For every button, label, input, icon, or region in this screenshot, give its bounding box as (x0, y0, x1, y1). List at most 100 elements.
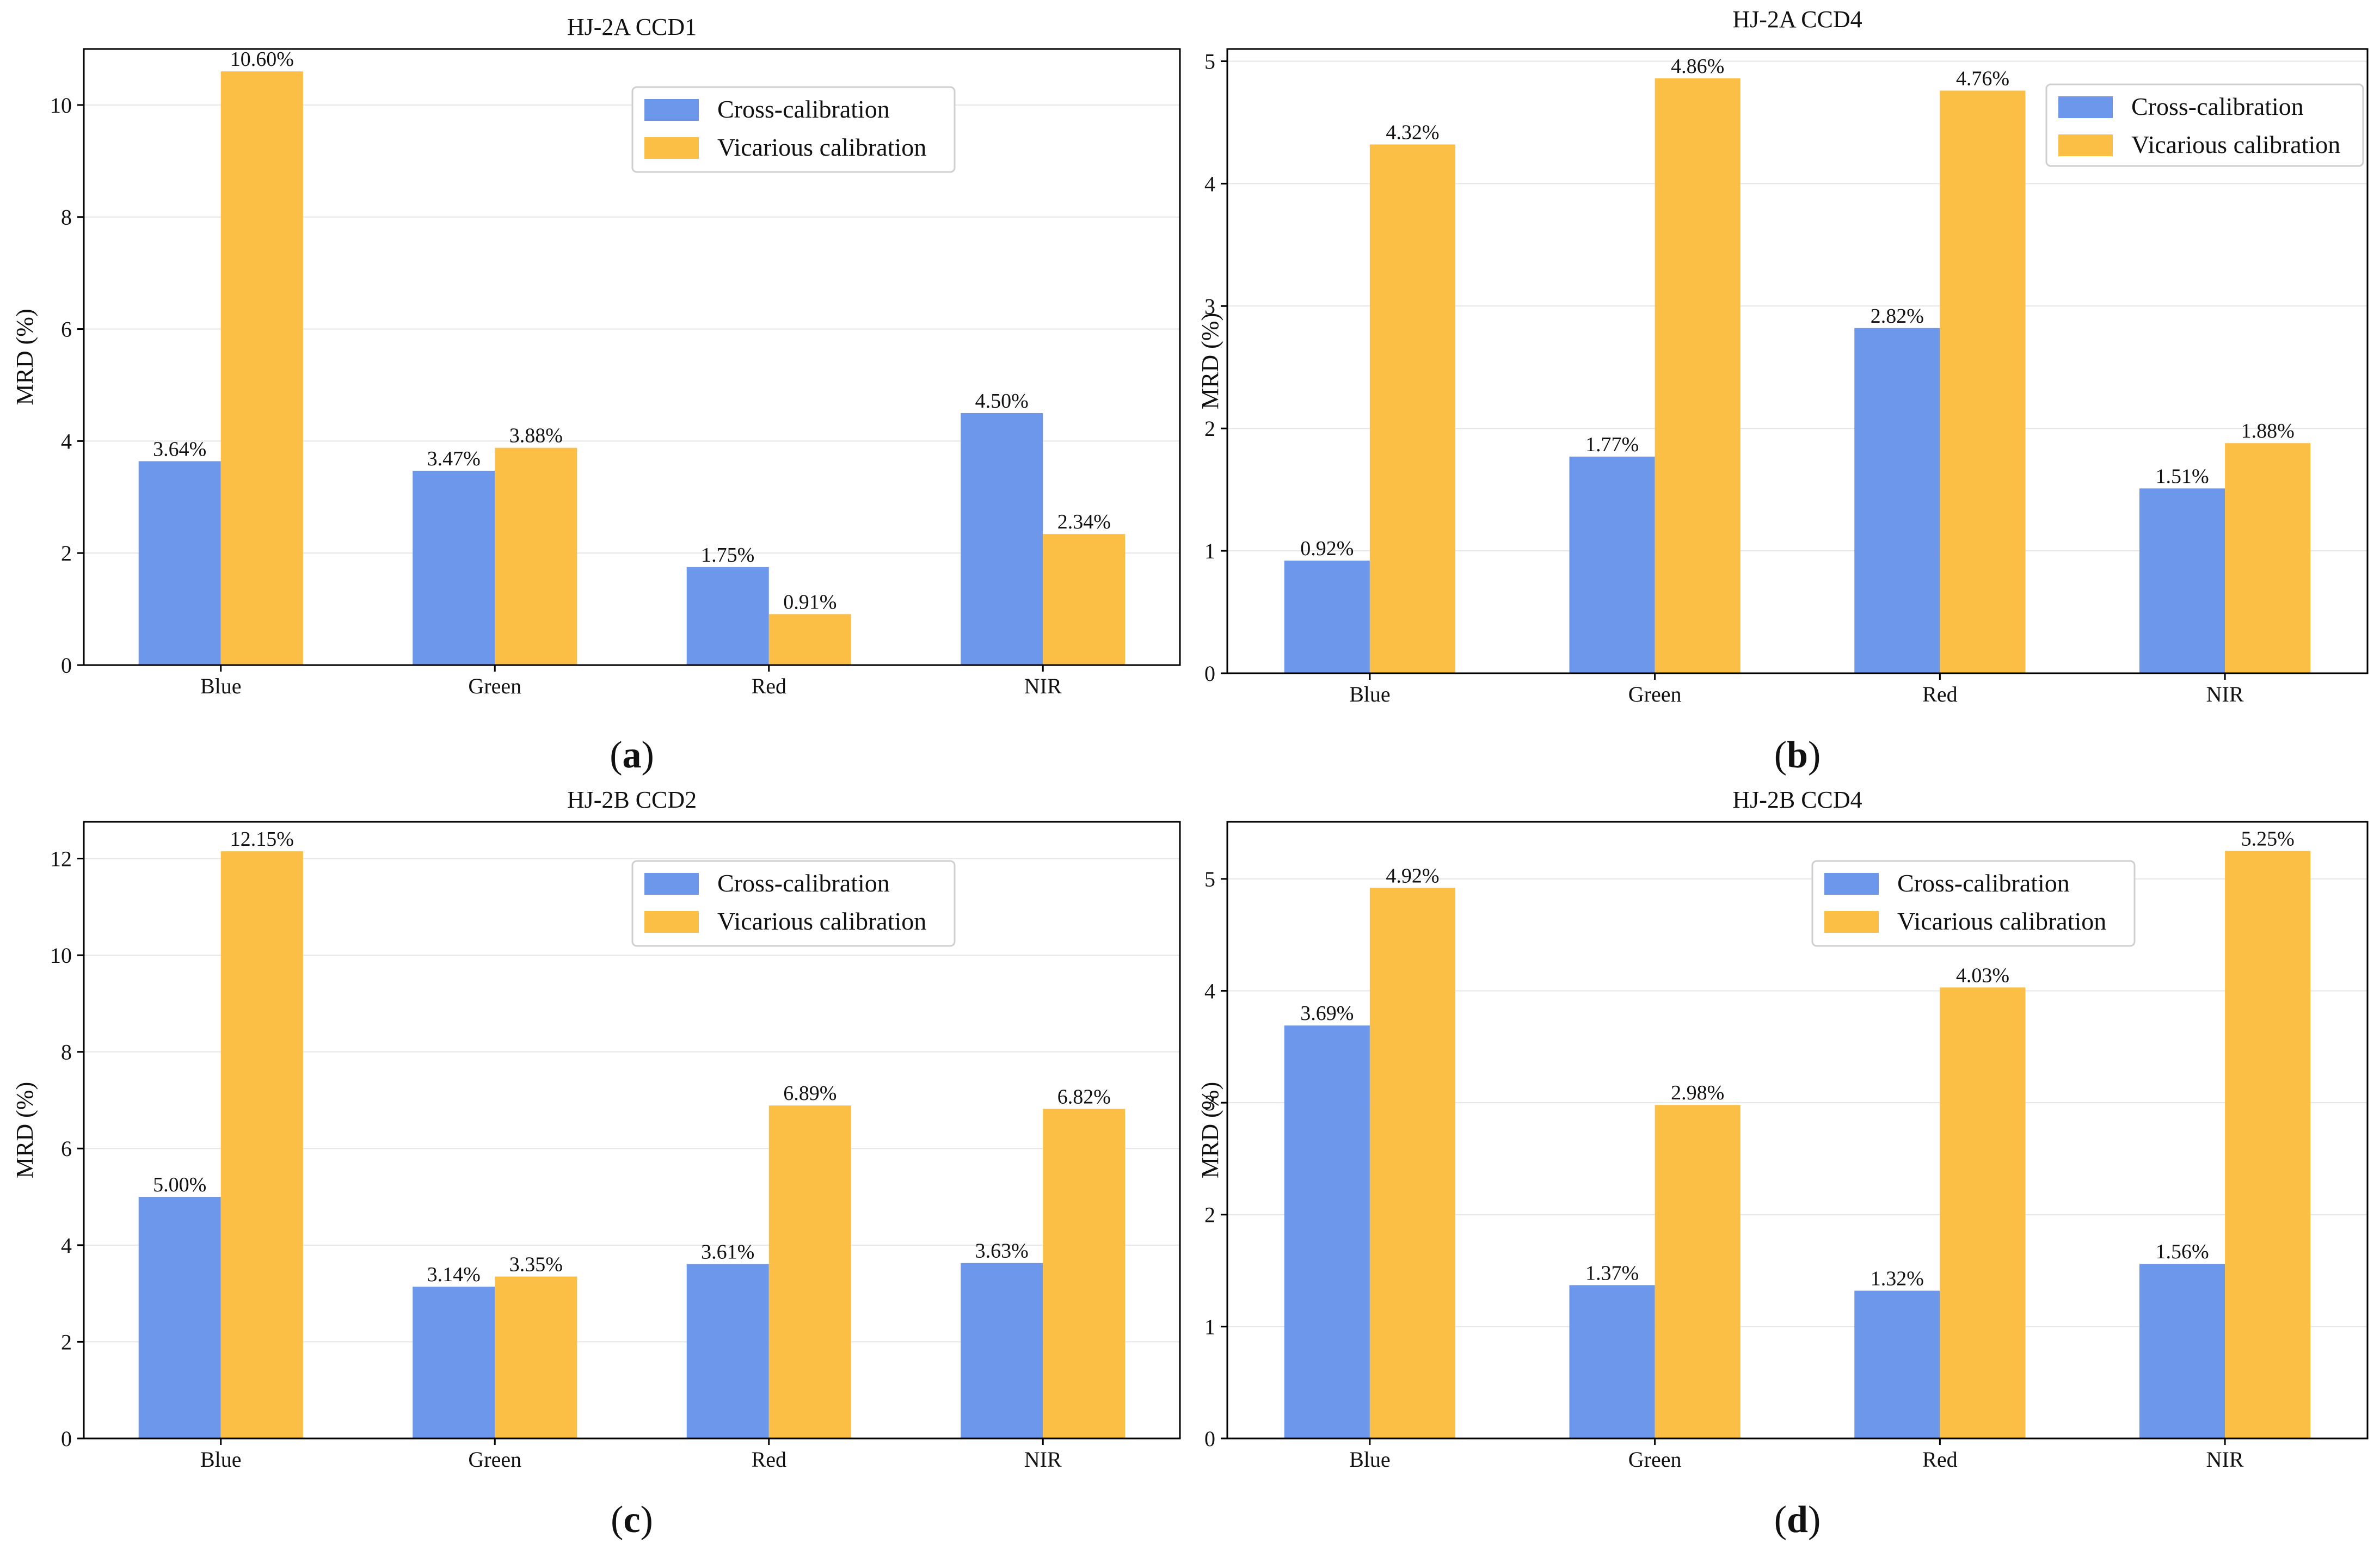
legend: Cross-calibration Vicarious calibration (631, 860, 956, 947)
x-tick-label: NIR (2206, 1447, 2244, 1472)
legend-label-vicarious: Vicarious calibration (717, 133, 926, 161)
legend-label-cross: Cross-calibration (2131, 93, 2304, 120)
bar-cross-red (686, 567, 769, 665)
data-label: 1.77% (1585, 433, 1639, 456)
data-label: 4.32% (1386, 121, 1439, 144)
bar-cross-blue (138, 1197, 221, 1438)
bar-vicarious-blue (1369, 888, 1455, 1438)
y-tick-label: 2 (1204, 1203, 1215, 1227)
chart-panel-b: 0 1 2 3 4 5 0.92% 4.32% Blue 1.77% 4.86% Green 2.82%… (1197, 6, 2369, 776)
data-label: 1.75% (701, 544, 754, 567)
legend-swatch-vicarious (644, 911, 699, 933)
y-tick-label: 2 (61, 1330, 72, 1354)
data-label: 3.64% (153, 438, 206, 460)
y-axis-label: MRD (%) (1197, 313, 1223, 409)
legend-swatch-vicarious (2058, 134, 2113, 156)
bar-cross-nir (961, 413, 1043, 665)
chart-panel-d: 0 1 2 3 4 5 3.69% 4.92% Blue 1.37% 2.98% Green 1.32%… (1197, 786, 2369, 1541)
x-tick-label: Blue (200, 674, 242, 698)
data-label: 6.82% (1057, 1085, 1111, 1108)
legend: Cross-calibration Vicarious calibration (1811, 860, 2136, 947)
chart-title: HJ-2A CCD4 (1732, 6, 1862, 33)
bar-vicarious-nir (2225, 443, 2311, 673)
bar-vicarious-red (1940, 987, 2026, 1438)
y-tick-label: 6 (61, 1136, 72, 1161)
x-tick-label: Blue (200, 1447, 242, 1472)
x-tick-label: Red (752, 1447, 786, 1472)
bar-vicarious-red (768, 1105, 851, 1438)
y-tick-label: 4 (61, 1233, 72, 1258)
bar-cross-nir (961, 1263, 1043, 1438)
data-label: 3.14% (427, 1263, 481, 1286)
legend-label-vicarious: Vicarious calibration (717, 907, 926, 935)
y-tick-label: 0 (61, 1426, 72, 1451)
data-label: 1.32% (1871, 1268, 1924, 1290)
legend-frame (2045, 83, 2364, 167)
y-tick-label: 0 (1204, 661, 1215, 686)
bar-vicarious-blue (220, 851, 303, 1438)
legend: Cross-calibration Vicarious calibration (2045, 83, 2364, 167)
y-tick-label: 4 (1204, 171, 1215, 196)
data-label: 5.00% (153, 1173, 206, 1196)
y-tick-label: 3 (1204, 294, 1215, 318)
data-label: 0.92% (1300, 537, 1354, 560)
bar-cross-blue (138, 461, 221, 665)
y-tick-label: 1 (1204, 1314, 1215, 1339)
y-tick-label: 3 (1204, 1091, 1215, 1115)
bar-cross-green (1569, 456, 1655, 673)
data-label: 4.50% (975, 390, 1029, 413)
y-tick-label: 4 (61, 429, 72, 453)
data-label: 3.88% (509, 425, 563, 447)
y-tick-label: 0 (61, 653, 72, 678)
y-tick-label: 2 (61, 541, 72, 565)
bar-vicarious-blue (220, 71, 303, 666)
data-label: 10.60% (230, 48, 294, 71)
y-tick-label: 5 (1204, 49, 1215, 73)
plot-frame (1226, 821, 2369, 1440)
legend-frame (631, 86, 956, 173)
x-tick-label: NIR (1024, 674, 1062, 698)
y-tick-label: 4 (1204, 979, 1215, 1003)
bar-vicarious-green (495, 1276, 577, 1438)
x-tick-label: Red (752, 674, 786, 698)
bar-cross-green (1569, 1285, 1655, 1438)
chart-panel-c: 0 2 4 6 8 10 12 5.00% 12.15% Blue 3.14% 3.35% Green 3… (11, 786, 1181, 1541)
x-tick-label: Green (1628, 1447, 1682, 1472)
legend-swatch-cross (1824, 873, 1879, 895)
y-tick-label: 8 (61, 1040, 72, 1065)
data-label: 2.98% (1671, 1081, 1724, 1104)
y-tick-label: 8 (61, 205, 72, 230)
y-tick-label: 10 (50, 943, 72, 968)
y-axis-label: MRD (%) (1197, 1082, 1223, 1178)
x-tick-label: NIR (2206, 682, 2244, 706)
legend-frame (631, 860, 956, 947)
bar-vicarious-nir (1043, 1109, 1126, 1438)
chart-title: HJ-2B CCD4 (1732, 786, 1862, 813)
plot-frame (1226, 48, 2369, 674)
legend-frame (1811, 860, 2136, 947)
plot-frame (83, 48, 1181, 666)
data-label: 6.89% (783, 1082, 837, 1105)
data-label: 1.37% (1585, 1262, 1639, 1284)
bar-cross-blue (1284, 561, 1370, 673)
chart-title: HJ-2A CCD1 (567, 14, 697, 40)
legend-label-cross: Cross-calibration (1897, 869, 2070, 897)
legend-swatch-cross (644, 873, 699, 895)
legend-label-cross: Cross-calibration (717, 869, 890, 897)
y-tick-label: 5 (1204, 867, 1215, 891)
y-tick-label: 6 (61, 317, 72, 342)
x-tick-label: Green (468, 1447, 521, 1472)
bar-cross-nir (2139, 1264, 2225, 1438)
y-tick-label: 0 (1204, 1426, 1215, 1451)
chart-title: HJ-2B CCD2 (567, 786, 697, 813)
plot-frame (83, 821, 1181, 1440)
x-tick-label: Blue (1349, 682, 1391, 706)
bar-vicarious-green (495, 447, 577, 665)
bar-vicarious-green (1655, 78, 1741, 674)
data-label: 3.63% (975, 1240, 1029, 1263)
panel-label: (b) (1774, 734, 1821, 776)
x-tick-label: Red (1922, 682, 1957, 706)
data-label: 12.15% (230, 828, 294, 851)
bar-vicarious-red (1940, 90, 2026, 673)
